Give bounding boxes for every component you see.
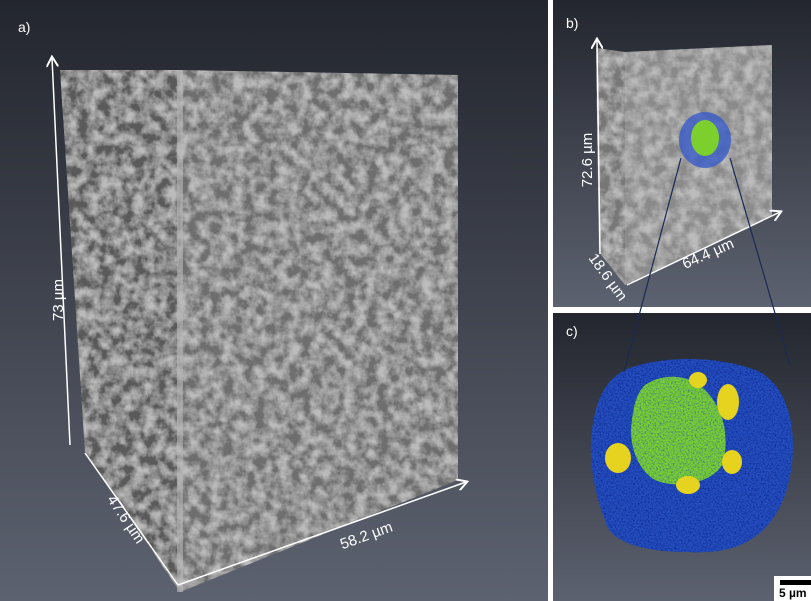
inclusion-core (691, 120, 719, 156)
cube-left-face (596, 48, 625, 285)
panel-a: a) 73 µm 47.6 µm 58.2 µm (0, 0, 548, 601)
zoom-line (623, 157, 682, 373)
panel-label: a) (18, 19, 30, 35)
axis-arrow (626, 212, 780, 286)
zoom-line (729, 157, 791, 366)
cube-right-face (180, 70, 458, 592)
dimension-label: 73 µm (50, 279, 67, 321)
cube-left-face (60, 70, 180, 592)
axis-arrow (52, 58, 71, 446)
yellow-particles (605, 372, 742, 494)
particle (605, 443, 631, 473)
axis-arrow (597, 40, 600, 255)
dimension-label: 72.6 µm (579, 133, 596, 188)
panel-c: c) 5 µm (553, 313, 811, 601)
panel-label: b) (566, 15, 578, 31)
particle (717, 384, 739, 420)
particle (676, 476, 700, 494)
particle (689, 372, 707, 388)
particle (722, 450, 742, 474)
axis-line (84, 452, 179, 586)
panel-label: c) (566, 323, 578, 339)
panel-b: b) 72.6 µm 18.6 µm 64.4 µm (553, 0, 811, 307)
inclusion-core (631, 376, 726, 485)
axis-arrow (177, 482, 466, 586)
scale-bar-label: 5 µm (779, 586, 807, 600)
scale-bar (780, 580, 811, 585)
